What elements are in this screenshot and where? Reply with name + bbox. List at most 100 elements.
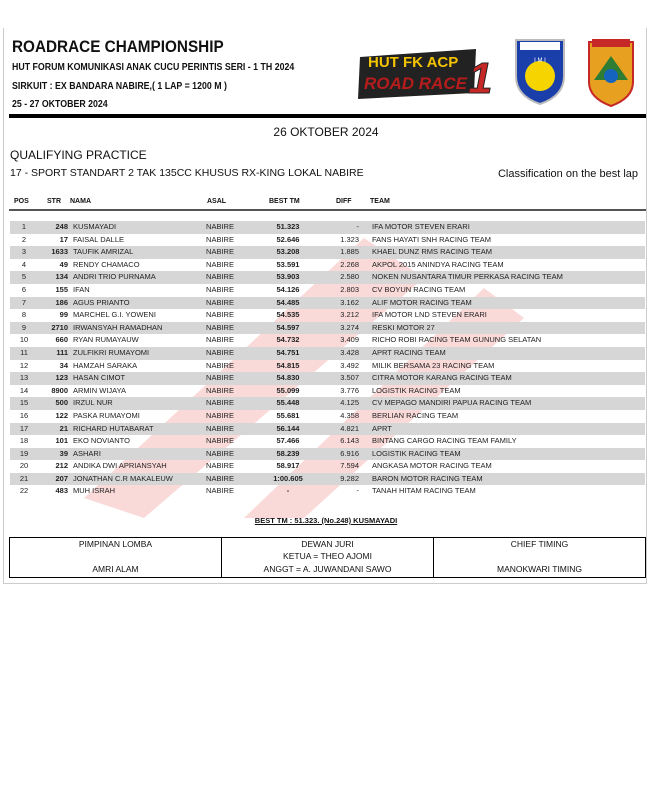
cell-best-time: 54.126 — [276, 284, 300, 294]
cell-diff: 3.212 — [340, 310, 359, 320]
table-row: 3 1633 TAUFIK AMRIZAL NABIRE 53.208 1.885 KHAE… — [10, 246, 645, 259]
results-table: 1 248 KUSMAYADI NABIRE 51.323- IFA MOTOR STEV… — [10, 221, 645, 498]
cell-diff: - — [356, 486, 360, 496]
cell-rider-name: MUH ISRAH — [73, 486, 116, 496]
cell-start-number: 207 — [55, 473, 68, 483]
table-row: 12 34 HAMZAH SARAKA NABIRE 54.815 3.492 MILIK … — [10, 360, 645, 373]
cell-team: AKPOL 2015 ANINDYA RACING TEAM — [372, 259, 504, 269]
cell-pos: 14 — [19, 385, 29, 395]
cell-origin: NABIRE — [206, 385, 234, 395]
cell-rider-name: RYAN RUMAYAUW — [73, 335, 139, 345]
table-row: 14 8900 ARMIN WIJAYA NABIRE 55.099 3.776 LOGIS… — [10, 385, 645, 398]
cell-best-time: 54.830 — [276, 373, 300, 383]
cell-pos: 5 — [21, 272, 27, 282]
cell-best-time: 58.239 — [276, 448, 300, 458]
cell-pos: 4 — [21, 259, 27, 269]
cell-best-time: 51.323 — [276, 222, 300, 231]
cell-pos: 11 — [20, 347, 28, 357]
col-header-nama: NAMA — [70, 198, 91, 205]
cell-start-number: 660 — [55, 335, 68, 345]
cell-rider-name: KUSMAYADI — [73, 222, 117, 231]
cell-start-number: 155 — [55, 284, 68, 294]
cell-best-time: - — [286, 486, 290, 496]
cell-team: RESKI MOTOR 27 — [372, 322, 435, 332]
cell-pos: 2 — [21, 234, 27, 244]
cell-origin: NABIRE — [206, 461, 234, 471]
cell-start-number: 134 — [55, 272, 68, 282]
cell-origin: NABIRE — [206, 272, 234, 282]
cell-start-number: 34 — [59, 360, 68, 370]
cell-best-time: 54.535 — [276, 310, 300, 320]
circuit-info: SIRKUIT : EX BANDARA NABIRE,( 1 LAP = 12… — [12, 81, 227, 92]
cell-team: IFA MOTOR STEVEN ERARI — [372, 222, 470, 231]
svg-text:ROAD RACE: ROAD RACE — [364, 74, 468, 93]
event-subtitle: HUT FORUM KOMUNIKASI ANAK CUCU PERINTIS … — [12, 62, 295, 73]
cell-diff: 3.492 — [340, 360, 359, 370]
cell-diff: 2.803 — [340, 284, 359, 294]
cell-pos: 10 — [19, 335, 29, 345]
cell-origin: NABIRE — [206, 473, 234, 483]
results-sheet: ROADRACE CHAMPIONSHIP HUT FORUM KOMUNIKA… — [3, 28, 647, 584]
cell-pos: 3 — [21, 247, 27, 257]
table-row: 1 248 KUSMAYADI NABIRE 51.323 - IFA MOTOR STEV… — [10, 221, 645, 234]
table-row: 17 21 RICHARD HUTABARAT NABIRE 56.144 4.821 AP… — [10, 422, 645, 436]
cell-best-time: 57.466 — [276, 436, 300, 446]
cell-start-number: 111 — [56, 347, 68, 357]
cell-best-time: 53.591 — [276, 259, 300, 269]
table-row: 7 186 AGUS PRIANTO NABIRE 54.485 3.162 ALIF MO… — [10, 296, 645, 310]
session-name: QUALIFYING PRACTICE — [10, 148, 147, 162]
cell-start-number: 483 — [55, 486, 68, 496]
cell-start-number: 101 — [55, 436, 68, 446]
cell-start-number: 2710 — [51, 322, 68, 332]
cell-diff: 1.885 — [340, 247, 359, 257]
cell-best-time: 54.815 — [276, 360, 300, 370]
cell-team: APRT RACING TEAM — [372, 347, 446, 357]
cell-start-number: 49 — [59, 259, 68, 269]
cell-team: RICHO ROBI RACING TEAM GUNUNG SELATAN — [372, 335, 542, 345]
cell-rider-name: ANDRI TRIO PURNAMA — [73, 272, 156, 282]
table-row: 19 39 ASHARI NABIRE 58.239 6.916 LOGISTIK RACI… — [10, 447, 645, 461]
svg-text:1: 1 — [468, 54, 492, 101]
col-header-diff: DIFF — [336, 198, 352, 205]
table-row: 2 17 FAISAL DALLE NABIRE 52.646 1.323 FANS HAY… — [10, 234, 645, 247]
cell-rider-name: EKO NOVIANTO — [73, 436, 130, 446]
cell-rider-name: AGUS PRIANTO — [73, 297, 130, 307]
cell-team: KHAEL DUNZ RMS RACING TEAM — [372, 247, 493, 257]
cell-origin: NABIRE — [206, 410, 234, 420]
cell-start-number: 123 — [55, 373, 68, 383]
cell-best-time: 54.597 — [276, 322, 300, 332]
cell-rider-name: MARCHEL G.I. YOWENI — [73, 310, 156, 320]
cell-start-number: 99 — [59, 310, 68, 320]
col-header-team: TEAM — [370, 198, 390, 205]
cell-best-time: 56.144 — [276, 423, 300, 433]
cell-start-number: 122 — [55, 410, 68, 420]
table-row: 13 123 HASAN CIMOT NABIRE 54.830 3.507 CITRA M… — [10, 372, 645, 385]
cell-diff: 3.428 — [340, 347, 359, 357]
table-row: 8 99 MARCHEL G.I. YOWENI NABIRE 54.535 3.212 I… — [10, 309, 645, 322]
table-row: 6 155 IFAN NABIRE 54.126 2.803 CV BOYUN RACING… — [10, 284, 645, 297]
cell-pos: 21 — [19, 473, 29, 483]
cell-pos: 12 — [19, 360, 29, 370]
cell-start-number: 248 — [55, 222, 68, 231]
cell-team: FANS HAYATI SNH RACING TEAM — [372, 234, 492, 244]
cell-diff: 1.323 — [340, 234, 359, 244]
cell-diff: 7.594 — [340, 461, 359, 471]
cell-team: TANAH HITAM RACING TEAM — [372, 486, 476, 496]
cell-best-time: 53.208 — [276, 247, 300, 257]
cell-best-time: 55.448 — [276, 398, 300, 408]
cell-pos: 6 — [21, 284, 27, 294]
officials-cell: PIMPINAN LOMBA AMRI ALAM — [10, 538, 222, 577]
col-header-pos: POS — [14, 198, 29, 205]
cell-team: ANGKASA MOTOR RACING TEAM — [372, 461, 492, 471]
cell-pos: 15 — [19, 398, 29, 408]
official-name: AMRI ALAM — [92, 564, 139, 574]
cell-diff: - — [356, 222, 360, 231]
official-title: CHIEF TIMING — [510, 539, 569, 549]
cell-team: ALIF MOTOR RACING TEAM — [372, 297, 472, 307]
cell-best-time: 54.732 — [276, 335, 300, 345]
best-time-summary: BEST TM : 51.323. (No.248) KUSMAYADI — [254, 516, 398, 525]
cell-rider-name: ASHARI — [73, 448, 101, 458]
page-title: ROADRACE CHAMPIONSHIP — [12, 37, 224, 56]
official-title: DEWAN JURI — [301, 539, 354, 549]
cell-diff: 4.821 — [340, 423, 359, 433]
